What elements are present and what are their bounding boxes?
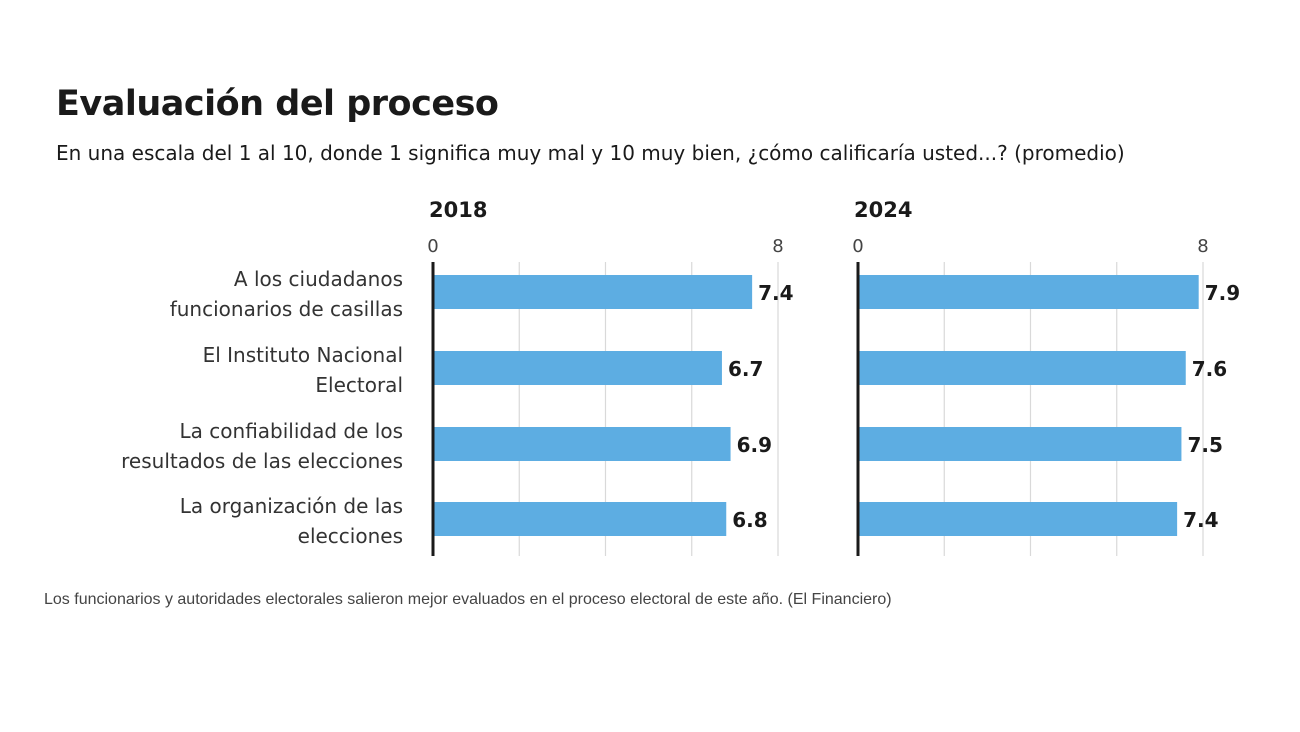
value-label: 7.9: [1205, 281, 1240, 305]
bar: [858, 502, 1178, 536]
chart-title: Evaluación del proceso: [56, 84, 499, 124]
bar: [433, 427, 731, 461]
category-label: La confiabilidad de los resultados de las…: [121, 419, 403, 473]
panel-year-label: 2024: [854, 198, 912, 222]
bar: [858, 275, 1199, 309]
value-label: 6.7: [728, 357, 763, 381]
value-label: 7.6: [1192, 357, 1227, 381]
category-label-line: El Instituto Nacional: [203, 343, 403, 367]
value-label: 7.5: [1187, 433, 1222, 457]
category-label: El Instituto Nacional Electoral: [203, 343, 403, 397]
bar: [433, 351, 722, 385]
bar: [433, 275, 753, 309]
x-tick-label: 8: [1197, 236, 1208, 257]
value-label: 6.8: [732, 508, 767, 532]
bar: [433, 502, 727, 536]
value-label: 6.9: [737, 433, 772, 457]
x-tick-label: 0: [852, 236, 863, 257]
value-label: 7.4: [1183, 508, 1218, 532]
bar: [858, 351, 1186, 385]
category-label-line: La confiabilidad de los: [180, 419, 403, 443]
category-label-line: Electoral: [315, 373, 403, 397]
value-label: 7.4: [758, 281, 793, 305]
category-label: La organización de las elecciones: [180, 494, 403, 548]
category-label-line: resultados de las elecciones: [121, 449, 403, 473]
chart-subtitle: En una escala del 1 al 10, donde 1 signi…: [56, 141, 1125, 165]
category-label-line: funcionarios de casillas: [170, 297, 403, 321]
bar: [858, 427, 1182, 461]
category-label-line: A los ciudadanos: [234, 267, 403, 291]
x-tick-label: 0: [427, 236, 438, 257]
panel-year-label: 2018: [429, 198, 487, 222]
figure-caption: Los funcionarios y autoridades electoral…: [44, 591, 892, 608]
category-label-line: La organización de las: [180, 494, 403, 518]
category-label-line: elecciones: [298, 524, 403, 548]
x-tick-label: 8: [772, 236, 783, 257]
category-label: A los ciudadanos funcionarios de casillas: [170, 267, 403, 321]
